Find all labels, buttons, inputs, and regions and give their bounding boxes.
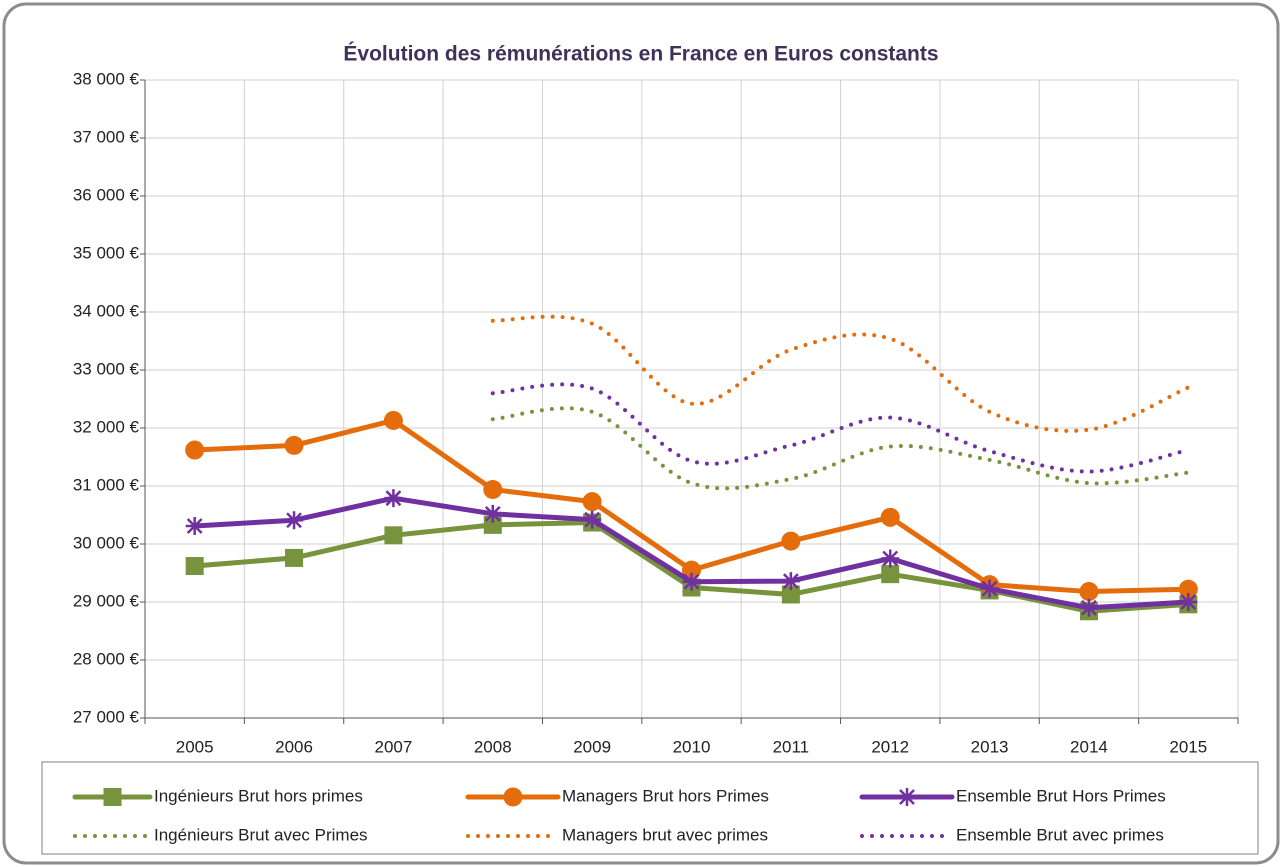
marker: [185, 517, 204, 536]
x-tick-label: 2010: [673, 737, 711, 756]
x-tick-label: 2012: [871, 737, 909, 756]
y-tick-label: 33 000 €: [73, 359, 140, 378]
marker: [781, 531, 801, 551]
x-tick-label: 2009: [573, 737, 611, 756]
marker: [898, 788, 916, 806]
marker: [285, 548, 304, 567]
marker: [384, 489, 403, 508]
x-tick-label: 2006: [275, 737, 313, 756]
y-tick-label: 32 000 €: [73, 417, 140, 436]
marker: [880, 507, 900, 527]
x-tick-label: 2014: [1070, 737, 1108, 756]
y-tick-label: 29 000 €: [73, 591, 140, 610]
marker: [682, 560, 701, 580]
y-tick-label: 35 000 €: [73, 243, 140, 262]
legend-label: Ingénieurs Brut hors primes: [154, 786, 363, 805]
marker: [185, 440, 205, 460]
marker: [285, 511, 304, 530]
marker: [483, 504, 502, 523]
marker: [781, 585, 800, 604]
legend-box: [41, 761, 1259, 855]
x-tick-label: 2008: [474, 737, 512, 756]
marker: [384, 526, 403, 545]
y-tick-label: 38 000 €: [73, 69, 140, 88]
x-tick-label: 2011: [773, 737, 810, 756]
y-tick-label: 36 000 €: [73, 185, 140, 204]
chart-title: Évolution des rémunérations en France en…: [343, 43, 938, 66]
marker: [103, 788, 122, 806]
legend-label: Ingénieurs Brut avec Primes: [154, 825, 368, 844]
y-tick-label: 30 000 €: [73, 533, 140, 552]
series-line: [490, 406, 1191, 491]
marker: [781, 572, 800, 591]
y-tick-label: 37 000 €: [73, 127, 140, 146]
x-tick-label: 2015: [1169, 737, 1207, 756]
marker: [583, 510, 602, 529]
y-tick-label: 31 000 €: [73, 475, 140, 494]
marker: [483, 479, 503, 499]
marker: [284, 435, 304, 455]
y-tick-label: 27 000 €: [73, 707, 140, 726]
marker: [1178, 579, 1198, 599]
legend-label: Managers brut avec primes: [562, 825, 768, 844]
marker: [503, 787, 523, 807]
legend-label: Ensemble Brut Hors Primes: [956, 786, 1166, 805]
marker: [682, 572, 701, 591]
marker: [1079, 582, 1099, 602]
marker: [980, 579, 999, 598]
legend-label: Ensemble Brut avec primes: [956, 825, 1164, 844]
x-tick-label: 2007: [374, 737, 412, 756]
marker: [185, 557, 204, 576]
marker: [881, 549, 900, 568]
x-tick-label: 2013: [971, 737, 1009, 756]
y-tick-label: 28 000 €: [73, 649, 140, 668]
marker: [1179, 593, 1198, 611]
marker: [582, 492, 602, 512]
series-line: [490, 314, 1191, 433]
y-tick-label: 34 000 €: [73, 301, 140, 320]
legend-label: Managers Brut hors Primes: [562, 786, 769, 805]
marker: [881, 565, 900, 584]
marker: [383, 410, 403, 430]
marker: [1079, 598, 1098, 617]
marker: [483, 515, 502, 534]
x-tick-label: 2005: [176, 737, 214, 756]
